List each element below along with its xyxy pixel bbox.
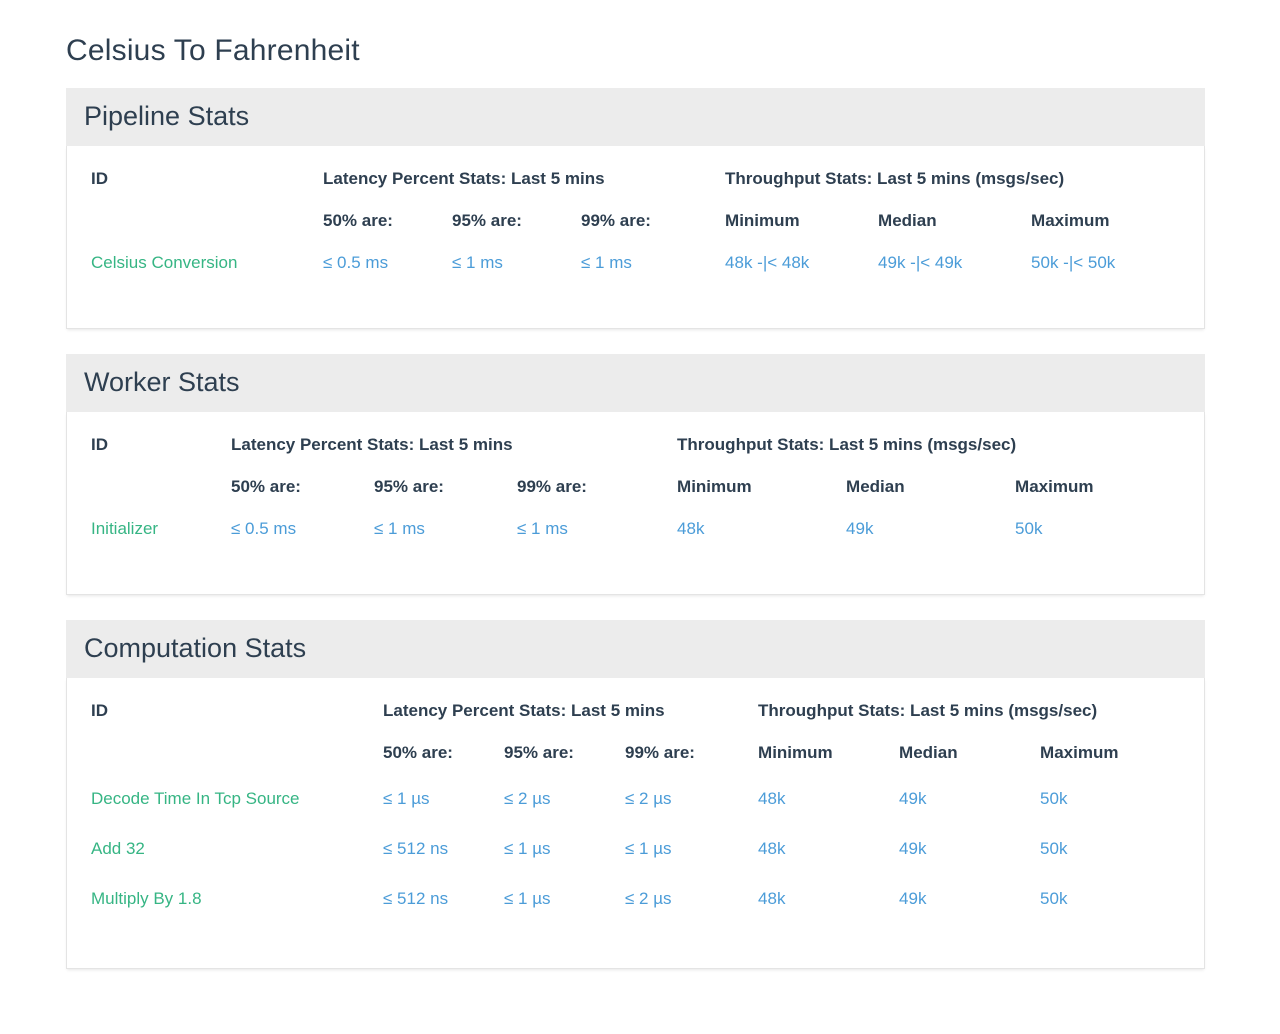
throughput-min-link[interactable]: 48k: [677, 519, 705, 538]
pipeline-stats-title: Pipeline Stats: [84, 101, 250, 131]
column-header-p50: 50% are:: [231, 477, 301, 496]
column-header-p50: 50% are:: [323, 211, 393, 230]
latency-p99-link[interactable]: ≤ 2 µs: [625, 889, 672, 908]
column-header-maximum: Maximum: [1040, 743, 1119, 762]
latency-p99-link[interactable]: ≤ 1 ms: [581, 253, 632, 272]
throughput-max-link[interactable]: 50k: [1040, 789, 1068, 808]
worker-stats-table: ID Latency Percent Stats: Last 5 mins Th…: [91, 424, 1180, 550]
throughput-median-link[interactable]: 49k: [899, 789, 927, 808]
column-header-p95: 95% are:: [374, 477, 444, 496]
throughput-max-link[interactable]: 50k: [1015, 519, 1043, 538]
worker-id-link[interactable]: Initializer: [91, 519, 159, 538]
throughput-median-link[interactable]: 49k: [899, 889, 927, 908]
column-header-minimum: Minimum: [725, 211, 800, 230]
throughput-min-link[interactable]: 48k: [758, 889, 786, 908]
table-sub-header-row: 50% are: 95% are: 99% are: Minimum Media…: [91, 200, 1180, 242]
throughput-min-link[interactable]: 48k -|< 48k: [725, 253, 810, 272]
pipeline-stats-table: ID Latency Percent Stats: Last 5 mins Th…: [91, 158, 1180, 284]
latency-p95-link[interactable]: ≤ 2 µs: [504, 789, 551, 808]
column-header-latency-group: Latency Percent Stats: Last 5 mins: [323, 169, 605, 188]
column-header-throughput-group: Throughput Stats: Last 5 mins (msgs/sec): [677, 435, 1017, 454]
throughput-max-link[interactable]: 50k: [1040, 889, 1068, 908]
computation-stats-panel: Computation Stats ID Latency Percent Sta…: [66, 620, 1205, 969]
column-header-maximum: Maximum: [1031, 211, 1110, 230]
column-header-id: ID: [91, 701, 108, 720]
page-title: Celsius To Fahrenheit: [66, 34, 360, 67]
latency-p95-link[interactable]: ≤ 1 µs: [504, 889, 551, 908]
table-sub-header-row: 50% are: 95% are: 99% are: Minimum Media…: [91, 466, 1180, 508]
computation-id-link[interactable]: Add 32: [91, 839, 145, 858]
computation-stats-panel-header: Computation Stats: [66, 620, 1205, 678]
column-header-p50: 50% are:: [383, 743, 453, 762]
pipeline-id-link[interactable]: Celsius Conversion: [91, 253, 238, 272]
table-row: Celsius Conversion ≤ 0.5 ms ≤ 1 ms ≤ 1 m…: [91, 242, 1180, 284]
column-header-latency-group: Latency Percent Stats: Last 5 mins: [383, 701, 665, 720]
column-header-blank: [91, 466, 231, 508]
column-header-throughput-group: Throughput Stats: Last 5 mins (msgs/sec): [758, 701, 1098, 720]
worker-stats-title: Worker Stats: [84, 367, 240, 397]
latency-p50-link[interactable]: ≤ 512 ns: [383, 839, 449, 858]
latency-p50-link[interactable]: ≤ 512 ns: [383, 889, 449, 908]
column-header-p99: 99% are:: [625, 743, 695, 762]
table-group-header-row: ID Latency Percent Stats: Last 5 mins Th…: [91, 424, 1180, 466]
column-header-minimum: Minimum: [758, 743, 833, 762]
throughput-max-link[interactable]: 50k -|< 50k: [1031, 253, 1116, 272]
latency-p50-link[interactable]: ≤ 0.5 ms: [231, 519, 297, 538]
column-header-blank: [91, 200, 323, 242]
table-group-header-row: ID Latency Percent Stats: Last 5 mins Th…: [91, 690, 1180, 732]
table-sub-header-row: 50% are: 95% are: 99% are: Minimum Media…: [91, 732, 1180, 774]
throughput-max-link[interactable]: 50k: [1040, 839, 1068, 858]
column-header-p99: 99% are:: [517, 477, 587, 496]
latency-p50-link[interactable]: ≤ 1 µs: [383, 789, 430, 808]
column-header-blank: [91, 732, 383, 774]
table-row: Multiply By 1.8 ≤ 512 ns ≤ 1 µs ≤ 2 µs 4…: [91, 874, 1180, 924]
pipeline-stats-panel: Pipeline Stats ID Latency Percent Stats:…: [66, 88, 1205, 329]
column-header-p99: 99% are:: [581, 211, 651, 230]
table-row: Decode Time In Tcp Source ≤ 1 µs ≤ 2 µs …: [91, 774, 1180, 824]
worker-stats-panel: Worker Stats ID Latency Percent Stats: L…: [66, 354, 1205, 595]
latency-p99-link[interactable]: ≤ 2 µs: [625, 789, 672, 808]
column-header-id: ID: [91, 435, 108, 454]
throughput-min-link[interactable]: 48k: [758, 839, 786, 858]
throughput-median-link[interactable]: 49k -|< 49k: [878, 253, 963, 272]
column-header-id: ID: [91, 169, 108, 188]
column-header-minimum: Minimum: [677, 477, 752, 496]
latency-p99-link[interactable]: ≤ 1 ms: [517, 519, 568, 538]
latency-p99-link[interactable]: ≤ 1 µs: [625, 839, 672, 858]
table-row: Add 32 ≤ 512 ns ≤ 1 µs ≤ 1 µs 48k 49k 50…: [91, 824, 1180, 874]
pipeline-stats-panel-body: ID Latency Percent Stats: Last 5 mins Th…: [66, 146, 1205, 329]
latency-p95-link[interactable]: ≤ 1 ms: [452, 253, 503, 272]
throughput-median-link[interactable]: 49k: [846, 519, 874, 538]
column-header-maximum: Maximum: [1015, 477, 1094, 496]
computation-id-link[interactable]: Multiply By 1.8: [91, 889, 202, 908]
latency-p95-link[interactable]: ≤ 1 µs: [504, 839, 551, 858]
column-header-median: Median: [899, 743, 958, 762]
latency-p95-link[interactable]: ≤ 1 ms: [374, 519, 425, 538]
pipeline-stats-panel-header: Pipeline Stats: [66, 88, 1205, 146]
column-header-p95: 95% are:: [504, 743, 574, 762]
worker-stats-panel-header: Worker Stats: [66, 354, 1205, 412]
column-header-p95: 95% are:: [452, 211, 522, 230]
throughput-min-link[interactable]: 48k: [758, 789, 786, 808]
column-header-median: Median: [846, 477, 905, 496]
throughput-median-link[interactable]: 49k: [899, 839, 927, 858]
table-group-header-row: ID Latency Percent Stats: Last 5 mins Th…: [91, 158, 1180, 200]
computation-id-link[interactable]: Decode Time In Tcp Source: [91, 789, 300, 808]
worker-stats-panel-body: ID Latency Percent Stats: Last 5 mins Th…: [66, 412, 1205, 595]
computation-stats-title: Computation Stats: [84, 633, 307, 663]
computation-stats-table: ID Latency Percent Stats: Last 5 mins Th…: [91, 690, 1180, 924]
table-row: Initializer ≤ 0.5 ms ≤ 1 ms ≤ 1 ms 48k 4…: [91, 508, 1180, 550]
column-header-latency-group: Latency Percent Stats: Last 5 mins: [231, 435, 513, 454]
latency-p50-link[interactable]: ≤ 0.5 ms: [323, 253, 389, 272]
column-header-throughput-group: Throughput Stats: Last 5 mins (msgs/sec): [725, 169, 1065, 188]
computation-stats-panel-body: ID Latency Percent Stats: Last 5 mins Th…: [66, 678, 1205, 969]
column-header-median: Median: [878, 211, 937, 230]
